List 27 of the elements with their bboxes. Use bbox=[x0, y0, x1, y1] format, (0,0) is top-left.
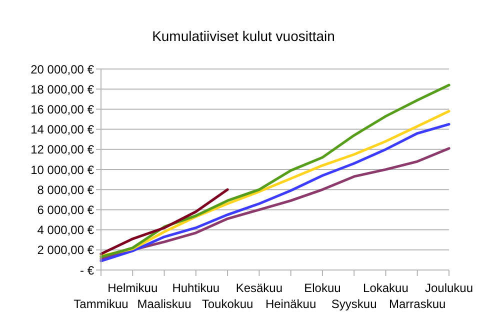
line-series bbox=[100, 147, 450, 260]
y-tick-label: 4 000,00 € bbox=[37, 223, 94, 238]
x-tick-label: Lokakuu bbox=[363, 281, 408, 295]
x-tick-label: Kesäkuu bbox=[236, 281, 283, 295]
y-tick-label: 18 000,00 € bbox=[30, 82, 94, 96]
x-tick-label: Huhtikuu bbox=[172, 281, 220, 295]
x-tick-label: Joulukuu bbox=[424, 281, 474, 295]
y-tick-label: 12 000,00 € bbox=[30, 142, 94, 157]
y-tick-label: - € bbox=[80, 263, 94, 278]
x-tick-label: Toukokuu bbox=[202, 297, 254, 311]
chart-title: Kumulatiiviset kulut vuosittain bbox=[151, 28, 336, 44]
x-tick-label: Syyskuu bbox=[331, 297, 377, 311]
y-tick-label: 16 000,00 € bbox=[30, 102, 94, 116]
y-tick-label: 8 000,00 € bbox=[37, 182, 94, 197]
x-tick-label: Elokuu bbox=[304, 281, 341, 295]
x-tick-label: Tammikuu bbox=[74, 297, 128, 311]
y-tick-label: 10 000,00 € bbox=[30, 162, 94, 177]
line-series bbox=[100, 188, 229, 256]
y-tick-label: 14 000,00 € bbox=[30, 122, 94, 137]
y-tick-label: 2 000,00 € bbox=[37, 243, 94, 258]
y-tick-label: 6 000,00 € bbox=[37, 202, 94, 217]
y-tick-label: 20 000,00 € bbox=[30, 62, 94, 76]
x-tick-label: Marraskuu bbox=[389, 297, 446, 311]
x-tick-label: Heinäkuu bbox=[265, 297, 316, 311]
x-tick-label: Helmikuu bbox=[108, 281, 158, 295]
x-tick-label: Maaliskuu bbox=[137, 297, 192, 311]
line-series bbox=[100, 84, 450, 258]
